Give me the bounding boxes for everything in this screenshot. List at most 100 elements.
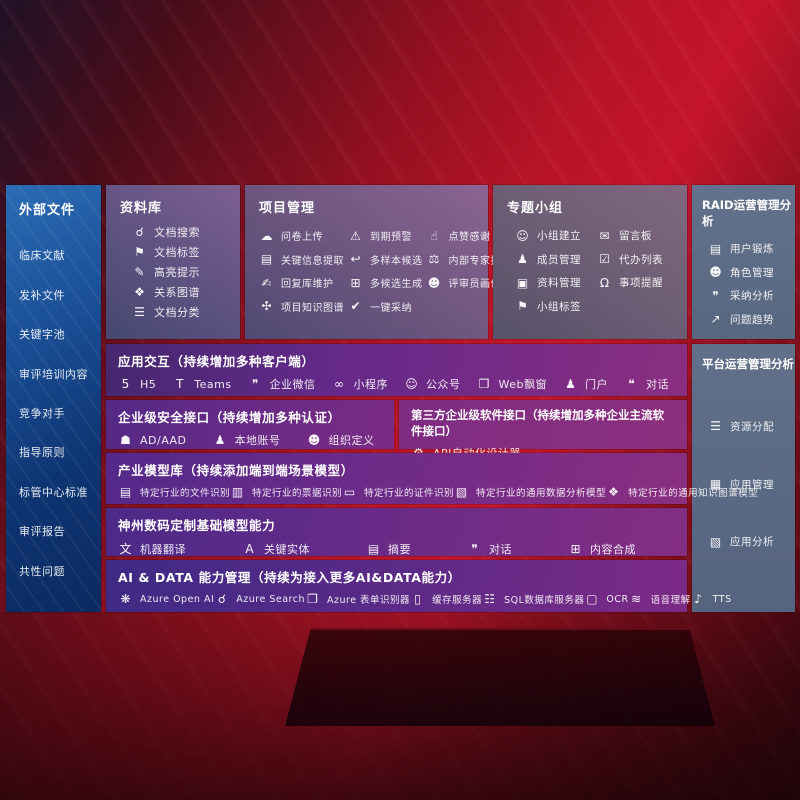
row-items: 文机器翻译 A 关键实体 ▤ 摘要 ❞ 对话 ⊞ 内容合成	[118, 540, 675, 557]
item-keyword-pool[interactable]: 关键字池	[6, 326, 101, 342]
item-content-synthesis[interactable]: ⊞ 内容合成	[568, 541, 636, 557]
item-industry-id-recognition[interactable]: ▭ 特定行业的证件识别	[342, 485, 454, 499]
item-common-issues[interactable]: 共性问题	[6, 563, 101, 579]
item-dialog[interactable]: ❝ 对话	[624, 376, 669, 392]
item-key-info-extract[interactable]: ▤ 关键信息提取	[259, 252, 344, 267]
summary-doc-icon: ▤	[367, 541, 380, 556]
item-local-account[interactable]: ♟ 本地账号	[213, 432, 281, 448]
item-label: 竞争对手	[19, 406, 65, 420]
apps-grid-icon: ▦	[709, 477, 722, 491]
item-label: 本地账号	[234, 434, 281, 447]
item-label: 特定行业的文件识别	[140, 488, 231, 499]
item-reviewer-portrait[interactable]: ☻ 评审员画像	[427, 275, 512, 291]
panel-title: 专题小组	[507, 201, 564, 216]
graph-icon: ❖	[134, 285, 145, 299]
item-review-training-content[interactable]: 审评培训内容	[6, 366, 101, 382]
item-industry-invoice-recognition[interactable]: ▥ 特定行业的票据识别	[230, 485, 342, 499]
item-reply-lib-maintain[interactable]: ✍ 回复库维护	[259, 275, 344, 291]
item-mini-program[interactable]: ∞ 小程序	[332, 376, 389, 392]
item-label: 应用分析	[730, 536, 774, 549]
item-machine-translation[interactable]: 文机器翻译	[118, 540, 186, 557]
item-multi-sample-candidate[interactable]: ↩ 多样本候选	[348, 252, 423, 267]
item-group-create[interactable]: ☺ 小组建立	[515, 228, 597, 243]
item-clinical-literature[interactable]: 临床文献	[6, 247, 101, 263]
item-user-training[interactable]: ▤ 用户锻炼	[708, 241, 787, 256]
item-ocr[interactable]: ▢ OCR	[584, 592, 628, 606]
item-doc-classify[interactable]: ☰ 文档分类	[132, 304, 232, 320]
item-sql-db-server[interactable]: ☷ SQL数据库服务器	[482, 592, 584, 606]
row-ai-data-capability: AI & DATA 能力管理（持续为接入更多AI&DATA能力） ❋ Azure …	[106, 560, 731, 612]
item-org-definition[interactable]: ☻ 组织定义	[307, 432, 375, 448]
item-project-knowledge-graph[interactable]: ✣ 项目知识图谱	[259, 299, 344, 314]
item-portal[interactable]: ♟ 门户	[563, 376, 608, 392]
item-material-manage[interactable]: ▣ 资料管理	[515, 275, 597, 290]
item-group-tags[interactable]: ⚑ 小组标签	[515, 299, 597, 314]
item-doc-search[interactable]: ☌ 文档搜索	[132, 224, 232, 240]
item-label: 成员管理	[537, 253, 581, 266]
member-icon: ♟	[517, 252, 528, 267]
item-summary[interactable]: ▤ 摘要	[366, 541, 411, 557]
item-resource-allocation[interactable]: ☰ 资源分配	[708, 419, 787, 434]
item-message-board[interactable]: ✉ 留言板	[597, 228, 679, 243]
knowledge-graph-icon: ✣	[261, 299, 272, 314]
item-adoption-analysis[interactable]: ❞ 采纳分析	[708, 288, 787, 303]
item-azure-openai[interactable]: ❋ Azure Open AI	[118, 592, 214, 606]
item-relation-graph[interactable]: ❖ 关系图谱	[132, 284, 232, 300]
item-speech-understanding[interactable]: ≋ 语音理解	[629, 592, 691, 606]
ranking-icon: ⚖	[428, 252, 440, 267]
item-app-analysis[interactable]: ▧ 应用分析	[708, 534, 787, 549]
item-competitors[interactable]: 竞争对手	[6, 405, 101, 421]
item-survey-upload[interactable]: ☁ 问卷上传	[259, 228, 344, 244]
item-review-reports[interactable]: 审评报告	[6, 523, 101, 539]
item-guidelines[interactable]: 指导原则	[6, 444, 101, 460]
item-industry-data-analysis-model[interactable]: ▧ 特定行业的通用数据分析模型	[454, 485, 606, 499]
item-label: 关系图谱	[154, 286, 200, 299]
dialog-icon: ❝	[628, 377, 635, 391]
item-cde-center-standards[interactable]: 标管中心标准	[6, 484, 101, 500]
item-wecom[interactable]: ❞ 企业微信	[248, 376, 316, 392]
item-label: 发补文件	[19, 288, 65, 302]
item-label: 临床文献	[19, 249, 65, 263]
item-highlight-tips[interactable]: ✎ 高亮提示	[132, 264, 232, 280]
item-label: 缓存服务器	[432, 595, 483, 606]
item-industry-knowledge-graph-model[interactable]: ❖ 特定行业的通用知识图谱模型	[606, 485, 758, 499]
item-label: 关键字池	[19, 328, 65, 342]
item-app-manage[interactable]: ▦ 应用管理	[708, 477, 787, 492]
item-matter-remind[interactable]: Ω 事项提醒	[597, 275, 679, 290]
bbs-icon: ✉	[599, 228, 610, 243]
item-like-thanks[interactable]: ☝ 点赞感谢	[427, 228, 512, 244]
item-ad-aad[interactable]: ☗ AD/AAD	[118, 433, 187, 447]
panel-items: ☁ 问卷上传 ⚠ 到期预警 ☝ 点赞感谢 ▤ 关键信息提取 ↩ 多样本候选 ⚖ 内部专家排名 ✍ 回复库维…	[245, 216, 512, 328]
item-key-entity[interactable]: A 关键实体	[242, 541, 310, 557]
item-role-manage[interactable]: ☻ 角色管理	[708, 265, 787, 280]
item-member-manage[interactable]: ♟ 成员管理	[515, 252, 597, 267]
item-due-warning[interactable]: ⚠ 到期预警	[348, 228, 423, 244]
item-teams[interactable]: T Teams	[172, 377, 231, 391]
item-one-click-adopt[interactable]: ✔ 一键采纳	[348, 299, 423, 314]
item-azure-search[interactable]: ☌ Azure Search	[214, 592, 305, 606]
item-label: 共性问题	[19, 564, 65, 578]
person-icon: ☻	[427, 275, 441, 290]
item-label: 指导原则	[19, 446, 65, 460]
item-label: 内容合成	[590, 542, 636, 556]
item-internal-expert-ranking[interactable]: ⚖ 内部专家排名	[427, 252, 512, 267]
chat-qa-icon: ❞	[712, 288, 719, 303]
item-doc-tags[interactable]: ⚑ 文档标签	[132, 244, 232, 260]
item-azure-form-recognizer[interactable]: ❐ Azure 表单识别器	[305, 592, 410, 606]
item-supplement-files[interactable]: 发补文件	[6, 287, 101, 303]
item-web-popup[interactable]: ❐ Web飘窗	[477, 376, 547, 392]
doc-search-icon: ☌	[135, 225, 144, 239]
item-label: 语音理解	[650, 595, 691, 606]
item-official-account[interactable]: ☺ 公众号	[404, 376, 461, 392]
row-title: 第三方企业级软件接口（持续增加多种企业主流软件接口）	[411, 408, 664, 438]
item-dialog2[interactable]: ❞ 对话	[467, 541, 512, 557]
background-silhouette	[285, 628, 715, 726]
item-tts[interactable]: ♪ TTS	[691, 592, 732, 606]
item-issue-trend[interactable]: ↗ 问题趋势	[708, 312, 787, 327]
item-todo-list[interactable]: ☑ 代办列表	[597, 252, 679, 267]
item-cache-server[interactable]: ▯ 缓存服务器	[410, 592, 482, 606]
check-icon: ✔	[350, 299, 361, 314]
item-h5[interactable]: 5 H5	[118, 377, 156, 391]
item-multi-candidate-gen[interactable]: ⊞ 多候选生成	[348, 275, 423, 291]
item-industry-file-recognition[interactable]: ▤ 特定行业的文件识别	[118, 485, 230, 499]
